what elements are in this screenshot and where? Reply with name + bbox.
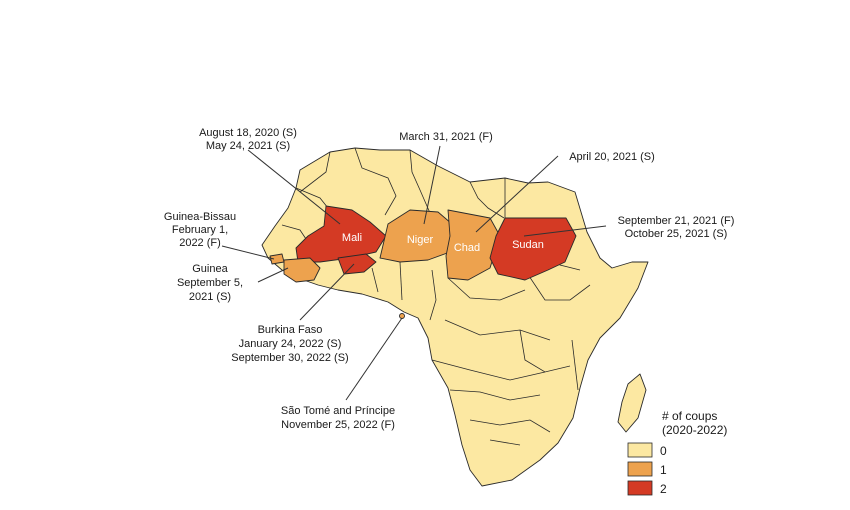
svg-text:2022 (F): 2022 (F) [179,237,221,249]
annotation-chad: April 20, 2021 (S) [569,151,655,163]
svg-text:October 25, 2021 (S): October 25, 2021 (S) [625,228,728,240]
legend-title-line1: # of coups [662,409,717,423]
svg-text:September 30, 2022 (S): September 30, 2022 (S) [231,352,348,364]
svg-text:November 25, 2022 (F): November 25, 2022 (F) [281,419,395,431]
svg-text:February 1,: February 1, [172,224,228,236]
country-sao-tome [399,313,405,319]
svg-text:January 24, 2022 (S): January 24, 2022 (S) [239,338,342,350]
country-mali [295,205,387,263]
country-sudan [489,217,577,281]
legend-swatch-0 [627,442,653,458]
annotation-burkina-faso: Burkina Faso January 24, 2022 (S) Septem… [231,324,348,364]
madagascar [617,373,647,433]
country-chad [445,209,501,281]
svg-text:April 20, 2021 (S): April 20, 2021 (S) [569,151,655,163]
country-borders [281,147,591,446]
country-guinea [283,257,321,283]
legend-label-2: 2 [660,482,667,496]
annotation-sudan: September 21, 2021 (F) October 25, 2021 … [618,215,735,240]
africa-continent [261,147,649,487]
svg-text:Guinea: Guinea [192,263,228,275]
svg-text:May 24, 2021 (S): May 24, 2021 (S) [206,140,290,152]
annotation-guinea: Guinea September 5, 2021 (S) [177,263,243,303]
svg-text:August 18, 2020 (S): August 18, 2020 (S) [199,127,297,139]
legend: # of coups (2020-2022) 0 1 2 [627,409,727,496]
country-guinea-bissau [269,253,285,265]
country-burkina-faso [337,253,377,275]
svg-text:March 31, 2021 (F): March 31, 2021 (F) [399,131,493,143]
annotation-sao-tome: São Tomé and Príncipe November 25, 2022 … [281,405,395,431]
legend-title-line2: (2020-2022) [662,423,727,437]
svg-text:September 5,: September 5, [177,277,243,289]
label-mali: Mali [342,232,362,244]
svg-text:September 21, 2021 (F): September 21, 2021 (F) [618,215,735,227]
label-chad: Chad [454,242,480,254]
legend-label-1: 1 [660,463,667,477]
legend-swatch-1 [627,461,653,477]
svg-text:2021 (S): 2021 (S) [189,291,231,303]
svg-text:São Tomé and Príncipe: São Tomé and Príncipe [281,405,395,417]
svg-text:Guinea-Bissau: Guinea-Bissau [164,211,236,223]
annotation-niger: March 31, 2021 (F) [399,131,493,143]
label-niger: Niger [407,234,434,246]
leader-lines [221,145,607,401]
svg-text:Burkina Faso: Burkina Faso [258,324,323,336]
label-sudan: Sudan [512,239,544,251]
annotation-guinea-bissau: Guinea-Bissau February 1, 2022 (F) [164,211,236,249]
legend-label-0: 0 [660,444,667,458]
annotation-mali: August 18, 2020 (S) May 24, 2021 (S) [199,127,297,152]
legend-swatch-2 [627,480,653,496]
